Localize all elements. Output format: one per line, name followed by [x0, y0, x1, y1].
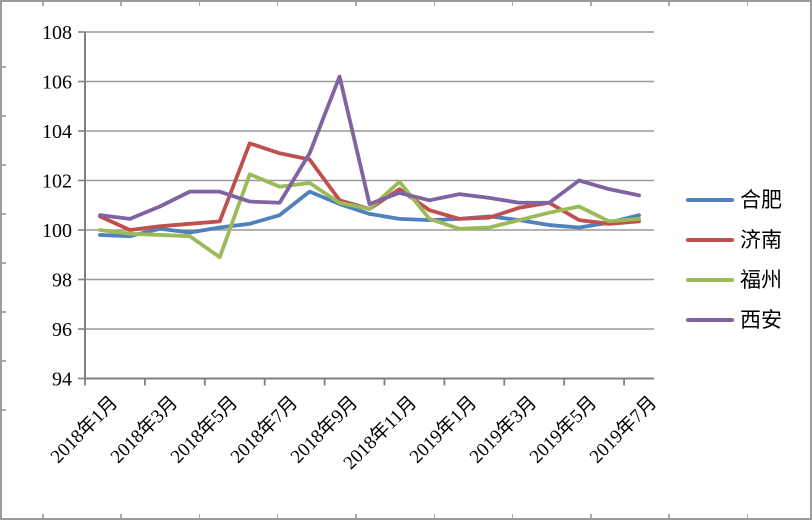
- edge-gridline-stub: [198, 514, 201, 518]
- edge-gridline-stub: [590, 514, 592, 518]
- edge-gridline-stub: [120, 514, 122, 518]
- edge-gridline-stub: [746, 2, 749, 6]
- series-line-xian: [98, 74, 641, 221]
- edge-gridline-stub: [668, 514, 670, 518]
- series-line-hefei: [98, 189, 641, 239]
- legend-swatch-jinan: [686, 238, 734, 242]
- edge-gridline-stub: [120, 2, 122, 6]
- legend-item-hefei: 合肥: [686, 188, 782, 212]
- edge-gridline-stub: [2, 409, 6, 411]
- edge-gridline-stub: [2, 360, 6, 362]
- legend-label-fuzhou: 福州: [740, 267, 782, 292]
- legend-swatch-fuzhou: [686, 278, 734, 282]
- edge-gridline-stub: [42, 514, 44, 518]
- edge-gridline-stub: [2, 262, 6, 264]
- edge-gridline-stub: [511, 514, 514, 518]
- legend-item-fuzhou: 福州: [686, 268, 782, 292]
- edge-gridline-stub: [2, 164, 6, 166]
- legend-swatch-hefei: [686, 198, 734, 202]
- series-line-fuzhou: [98, 172, 641, 260]
- y-tick-label: 100: [42, 220, 72, 242]
- legend-swatch-xian: [686, 318, 734, 322]
- edge-gridline-stub: [2, 115, 6, 117]
- y-tick-label: 108: [42, 22, 72, 44]
- y-tick-label: 104: [42, 121, 72, 143]
- edge-gridline-stub: [355, 2, 357, 6]
- edge-gridline-stub: [2, 66, 6, 68]
- edge-gridline-stub: [746, 514, 749, 518]
- edge-gridline-stub: [668, 2, 670, 6]
- legend-label-xian: 西安: [740, 307, 782, 332]
- series-line-jinan: [98, 141, 641, 232]
- edge-gridline-stub: [355, 514, 357, 518]
- edge-gridline-stub: [433, 2, 435, 6]
- edge-gridline-stub: [276, 2, 279, 6]
- legend-label-jinan: 济南: [740, 227, 782, 252]
- legend-item-xian: 西安: [686, 308, 782, 332]
- edge-gridline-stub: [198, 2, 201, 6]
- edge-gridline-stub: [433, 514, 435, 518]
- edge-gridline-stub: [2, 213, 6, 215]
- legend-label-hefei: 合肥: [740, 187, 782, 212]
- edge-gridline-stub: [590, 2, 592, 6]
- y-tick-label: 94: [52, 369, 72, 391]
- edge-gridline-stub: [42, 2, 44, 6]
- edge-gridline-stub: [276, 514, 279, 518]
- y-tick-label: 96: [52, 319, 72, 341]
- edge-gridline-stub: [2, 311, 6, 313]
- y-tick-label: 106: [42, 72, 72, 94]
- y-tick-label: 98: [52, 270, 72, 292]
- legend-item-jinan: 济南: [686, 228, 782, 252]
- y-tick-label: 102: [42, 171, 72, 193]
- edge-gridline-stub: [511, 2, 514, 6]
